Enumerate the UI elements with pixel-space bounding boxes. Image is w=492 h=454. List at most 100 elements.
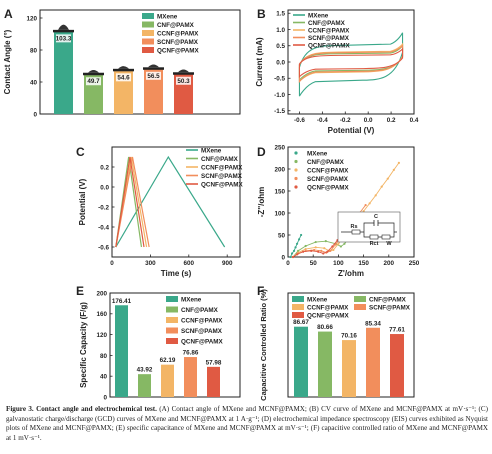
panel-c-legend-label-0: MXene — [201, 147, 222, 154]
panel-a-value-bg-2 — [116, 73, 131, 82]
panel-d-ytick-label-5: 250 — [274, 144, 285, 151]
panel-e-ylabel: Specific Capacity (F/g) — [79, 302, 88, 388]
panel-d-legend-swatch-3 — [294, 176, 298, 181]
panel-b-xtick-label-3: 0.0 — [364, 117, 373, 124]
panel-b-ytick-label-2: -0.5 — [274, 76, 285, 83]
panel-c-plot-frame — [111, 146, 241, 258]
panel-a-droplet-4 — [178, 69, 189, 73]
panel-f-value-label-2: 70.16 — [341, 333, 357, 340]
panel-d-legend-label-0: MXene — [307, 150, 328, 157]
panel-b-ylabel: Current (mA) — [255, 37, 264, 87]
panel-d-point-3-7 — [334, 243, 337, 246]
panel-f-legend-swatch-4 — [292, 312, 304, 318]
panel-letter-b: B — [257, 7, 266, 21]
panel-a-ytick-label-2: 80 — [30, 47, 38, 54]
panel-a-value-label-3: 56.5 — [147, 73, 160, 80]
panel-d-point-2-2 — [304, 247, 307, 251]
panel-a-ytick-label-0: 0 — [33, 111, 37, 118]
panel-b-xtick-label-4: 0.2 — [387, 117, 396, 124]
panel-a-droplet-0 — [58, 24, 69, 30]
panel-d-xtick-label-1: 50 — [310, 260, 318, 267]
panel-a-value-label-1: 49.7 — [87, 78, 100, 85]
panel-d-point-0-0 — [289, 255, 292, 259]
panel-b-ytick-label-0: -1.5 — [274, 108, 285, 115]
figure-canvas: A Contact Angle (°) 0 40 80 120 103.3 49.7 54.6 5… — [3, 7, 420, 401]
panel-a-legend-swatch-2 — [142, 30, 154, 36]
panel-e-value-label-0: 176.41 — [112, 298, 132, 305]
panel-d-point-1-4 — [324, 240, 327, 243]
caption-lead: Figure 3. Contact angle and electrochemi… — [6, 405, 157, 413]
panel-a-bar-0 — [54, 31, 73, 114]
panel-a-legend-label-3: SCNF@PAMX — [157, 39, 199, 46]
panel-c-ytick-label-1: -0.4 — [98, 224, 109, 231]
panel-d-point-2-7 — [337, 242, 340, 245]
panel-e-legend-label-1: CNF@PAMX — [181, 307, 219, 314]
panel-f-legend-label-4: QCNF@PAMX — [307, 312, 350, 319]
panel-f-bar-4 — [390, 334, 404, 397]
panel-b-series-4 — [298, 47, 404, 78]
panel-a-ytick-label-1: 40 — [30, 79, 38, 86]
panel-e-value-label-4: 57.98 — [206, 359, 222, 366]
panel-b-ytick-label-4: 0.5 — [276, 43, 285, 50]
panel-e-legend-label-3: SCNF@PAMX — [181, 328, 223, 335]
panel-d-point-4-3 — [310, 249, 313, 252]
panel-e-bar-0 — [115, 305, 128, 397]
panel-d-legend-swatch-4 — [294, 185, 298, 189]
panel-d-plot-frame — [287, 146, 415, 258]
panel-d-inset-label-rs: Rs — [350, 224, 357, 230]
panel-c-legend-label-4: QCNF@PAMX — [201, 181, 244, 188]
panel-b-xlabel: Potential (V) — [328, 126, 375, 135]
panel-a-value-bg-1 — [86, 77, 101, 86]
panel-b-legend-label-4: QCNF@PAMX — [308, 42, 351, 49]
panel-d-point-2-12 — [368, 202, 371, 205]
panel-d-point-2-17 — [397, 161, 400, 164]
panel-e-ytick-label-5: 200 — [96, 290, 107, 297]
caption-body: (A) Contact angle of MXene and MCNF@PAMX… — [6, 405, 488, 442]
panel-e-legend-label-2: CCNF@PAMX — [181, 317, 223, 324]
panel-e-ytick-label-2: 80 — [100, 353, 108, 360]
panel-d-legend-label-1: CNF@PAMX — [307, 159, 345, 166]
panel-e-ytick-label-3: 120 — [96, 332, 107, 339]
panel-d-xtick-label-3: 150 — [358, 260, 369, 267]
panel-c-series-0 — [115, 155, 226, 248]
panel-a-droplet-3 — [148, 64, 159, 68]
panel-a-substrate-1 — [83, 72, 104, 76]
panel-c-ytick-label-3: 0.0 — [100, 184, 109, 191]
panel-a-value-label-2: 54.6 — [117, 74, 130, 81]
panel-d-point-0-3 — [294, 246, 297, 249]
panel-b-ytick-label-3: 0.0 — [276, 59, 285, 66]
panel-d-point-2-4 — [323, 247, 326, 250]
panel-f-legend-swatch-2 — [292, 304, 304, 310]
panel-b-xtick-label-1: -0.4 — [317, 117, 328, 124]
panel-d-inset-frame — [337, 211, 401, 243]
panel-f-legend-label-1: CNF@PAMX — [369, 296, 407, 303]
panel-c-series-4 — [115, 156, 145, 248]
panel-c-ytick-label-0: -0.6 — [98, 244, 109, 251]
panel-c-legend-label-3: SCNF@PAMX — [201, 173, 243, 180]
panel-f-value-label-4: 77.61 — [389, 327, 405, 334]
panel-d-inset-wires — [341, 222, 397, 238]
panel-b-ytick-label-6: 1.5 — [276, 11, 285, 18]
panel-d-point-4-5 — [322, 252, 325, 255]
panel-f-ylabel: Capacitive Controlled Ratio (%) — [259, 289, 268, 401]
panel-e-legend-swatch-2 — [166, 317, 178, 323]
panel-d-point-0-2 — [292, 249, 296, 252]
panel-f-legend-label-2: CCNF@PAMX — [307, 304, 349, 311]
panel-d-inset-label-rct: Rct — [370, 241, 379, 247]
panel-letter-a: A — [4, 7, 13, 21]
panel-f-legend-label-3: SCNF@PAMX — [369, 304, 411, 311]
panel-a-value-bg-4 — [176, 76, 191, 85]
panel-a-bar-3 — [144, 68, 163, 114]
panel-d-xtick-label-4: 200 — [384, 260, 395, 267]
panel-a-legend-label-4: QCNF@PAMX — [157, 47, 200, 54]
panel-b-plot-frame — [287, 9, 415, 115]
panel-e-value-label-2: 62.19 — [160, 357, 176, 364]
panel-d-point-3-6 — [329, 249, 332, 252]
panel-d-point-4-4 — [317, 250, 320, 253]
panel-e-bar-2 — [161, 364, 174, 397]
panel-d-legend-swatch-2 — [294, 168, 298, 172]
panel-d-point-4-2 — [302, 250, 305, 253]
panel-letter-d: D — [257, 145, 266, 159]
panel-b-ytick-label-1: -1.0 — [274, 92, 285, 99]
panel-letter-c: C — [76, 145, 85, 159]
